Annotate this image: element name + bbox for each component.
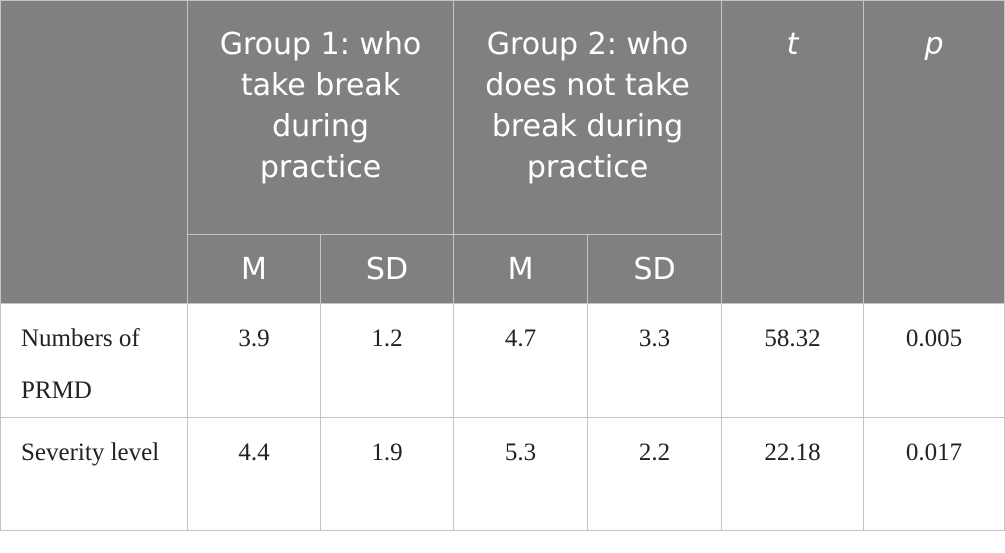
p-value-cell: 0.017	[863, 417, 1005, 531]
header-row-stats: M SD M SD	[1, 234, 1005, 304]
header-blank-cell	[0, 0, 188, 304]
header-group1: Group 1: who take break during practice	[186, 0, 455, 235]
results-table: Group 1: who take break during practice …	[0, 0, 1005, 531]
group1-sd-cell: 1.9	[319, 417, 455, 531]
group2-sd-cell: 3.3	[587, 303, 723, 418]
row-label: Numbers of PRMD	[0, 303, 188, 418]
table-header: Group 1: who take break during practice …	[0, 0, 1005, 304]
group1-sd-cell: 1.2	[319, 303, 455, 418]
header-row-groups: Group 1: who take break during practice …	[0, 0, 1005, 304]
header-group2: Group 2: who does not take break during …	[453, 0, 723, 235]
group1-mean-cell: 4.4	[187, 417, 321, 531]
header-group1-sd: SD	[319, 234, 455, 304]
header-p: p	[863, 0, 1005, 304]
group2-mean-cell: 5.3	[453, 417, 589, 531]
group1-mean-cell: 3.9	[187, 303, 321, 418]
row-label: Severity level	[0, 417, 188, 531]
table-row: Severity level 4.4 1.9 5.3 2.2 22.18 0.0…	[0, 417, 1005, 531]
header-group1-m: M	[187, 234, 321, 304]
group2-sd-cell: 2.2	[587, 417, 723, 531]
p-value-cell: 0.005	[863, 303, 1005, 418]
group2-mean-cell: 4.7	[453, 303, 589, 418]
header-t: t	[721, 0, 865, 304]
table-body: Numbers of PRMD 3.9 1.2 4.7 3.3 58.32 0.…	[0, 303, 1005, 531]
header-group2-m: M	[453, 234, 589, 304]
t-value-cell: 58.32	[721, 303, 865, 418]
t-value-cell: 22.18	[721, 417, 865, 531]
table-row: Numbers of PRMD 3.9 1.2 4.7 3.3 58.32 0.…	[0, 303, 1005, 418]
header-group2-sd: SD	[587, 234, 723, 304]
